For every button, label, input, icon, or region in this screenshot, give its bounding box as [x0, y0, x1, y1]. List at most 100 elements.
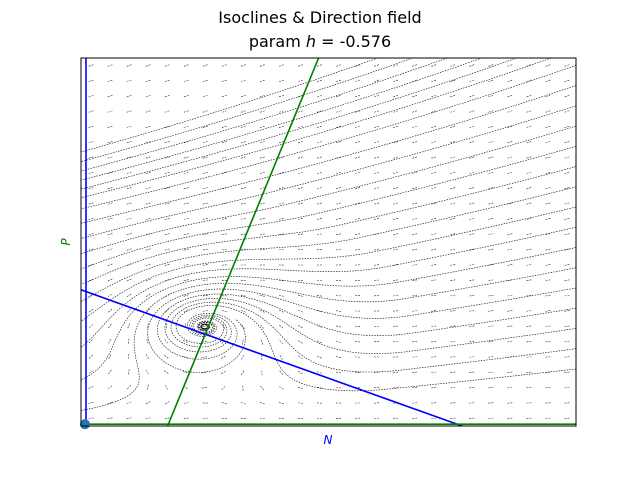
field-arrow	[106, 156, 113, 159]
field-arrow	[525, 325, 532, 328]
field-arrow	[126, 385, 131, 391]
field-arrow	[411, 218, 418, 220]
field-arrow	[354, 248, 361, 251]
field-arrow	[544, 402, 551, 404]
field-arrow	[201, 294, 208, 297]
field-arrow	[277, 64, 284, 67]
field-arrow	[563, 402, 570, 404]
field-arrow	[468, 371, 475, 373]
field-arrow	[146, 369, 150, 376]
field-arrow	[411, 233, 418, 236]
field-arrow	[544, 125, 551, 129]
field-arrow	[449, 110, 456, 113]
field-arrow	[525, 64, 532, 67]
field-arrow	[201, 248, 208, 251]
field-arrow	[506, 340, 513, 343]
field-arrow	[487, 64, 494, 67]
field-arrow	[544, 233, 551, 236]
field-arrow	[296, 218, 303, 220]
subtitle-param-symbol: h	[305, 32, 316, 51]
field-arrow	[201, 264, 208, 266]
field-arrow	[163, 202, 170, 205]
field-arrow	[87, 417, 94, 420]
field-arrow	[525, 202, 532, 205]
field-arrow	[144, 202, 151, 205]
field-arrow	[182, 340, 189, 344]
field-arrow	[278, 369, 284, 375]
field-arrow	[163, 187, 170, 190]
field-arrow	[525, 125, 532, 129]
field-arrow	[144, 401, 151, 405]
field-arrow	[182, 417, 189, 419]
field-arrow	[106, 141, 113, 144]
field-arrow	[468, 340, 475, 343]
field-arrow	[411, 340, 418, 343]
field-arrow	[316, 340, 322, 344]
field-arrow	[411, 95, 418, 98]
field-arrow	[506, 294, 513, 297]
field-arrow	[146, 323, 149, 330]
field-arrow	[544, 79, 551, 83]
field-arrow	[144, 95, 151, 98]
field-arrow	[182, 64, 189, 67]
trajectory-line	[81, 58, 552, 199]
field-arrow	[544, 171, 551, 175]
field-arrow	[277, 95, 284, 98]
field-arrow	[449, 356, 456, 358]
field-arrow	[220, 370, 227, 374]
field-arrow	[449, 310, 456, 312]
plot-frame	[80, 57, 577, 427]
field-arrow	[297, 354, 303, 360]
field-arrow	[468, 402, 475, 404]
field-arrow	[525, 356, 532, 358]
field-arrow	[525, 387, 532, 389]
field-arrow	[411, 187, 418, 190]
field-arrow	[506, 125, 513, 129]
field-arrow	[106, 202, 113, 205]
field-arrow	[335, 79, 341, 83]
field-arrow	[220, 233, 227, 236]
field-arrow	[354, 125, 361, 129]
field-arrow	[144, 141, 151, 144]
field-arrow	[182, 279, 189, 282]
field-arrow	[239, 79, 246, 83]
field-arrow	[468, 156, 475, 159]
field-arrow	[163, 110, 170, 113]
field-arrow	[182, 371, 189, 374]
equilibrium-point	[79, 419, 90, 430]
field-arrow	[88, 339, 93, 344]
field-arrow	[335, 249, 342, 251]
field-arrow	[563, 79, 570, 83]
trajectory-line	[81, 58, 483, 181]
field-arrow	[411, 110, 418, 113]
field-arrow	[241, 338, 244, 345]
field-arrow	[392, 371, 399, 373]
field-arrow	[335, 356, 342, 358]
field-arrow	[125, 293, 132, 298]
trajectory-line	[147, 287, 576, 373]
field-arrow	[468, 233, 475, 236]
field-arrow	[106, 171, 113, 175]
field-arrow	[261, 369, 263, 376]
field-arrow	[222, 323, 226, 330]
field-arrow	[107, 369, 112, 375]
field-arrow	[411, 156, 418, 159]
field-arrow	[87, 64, 94, 67]
field-arrow	[392, 125, 399, 129]
field-arrow	[182, 309, 189, 313]
field-arrow	[144, 248, 151, 251]
field-arrow	[88, 354, 93, 360]
field-arrow	[277, 79, 284, 83]
field-arrow	[411, 294, 418, 297]
field-arrow	[125, 141, 132, 144]
plot-area	[81, 58, 576, 426]
field-arrow	[316, 171, 322, 175]
field-arrow	[182, 218, 189, 220]
field-arrow	[279, 354, 283, 360]
field-arrow	[544, 248, 551, 251]
field-arrow	[411, 248, 418, 251]
field-arrow	[185, 323, 187, 330]
trajectory-line	[81, 58, 413, 162]
field-arrow	[106, 417, 113, 420]
field-arrow	[544, 279, 551, 282]
